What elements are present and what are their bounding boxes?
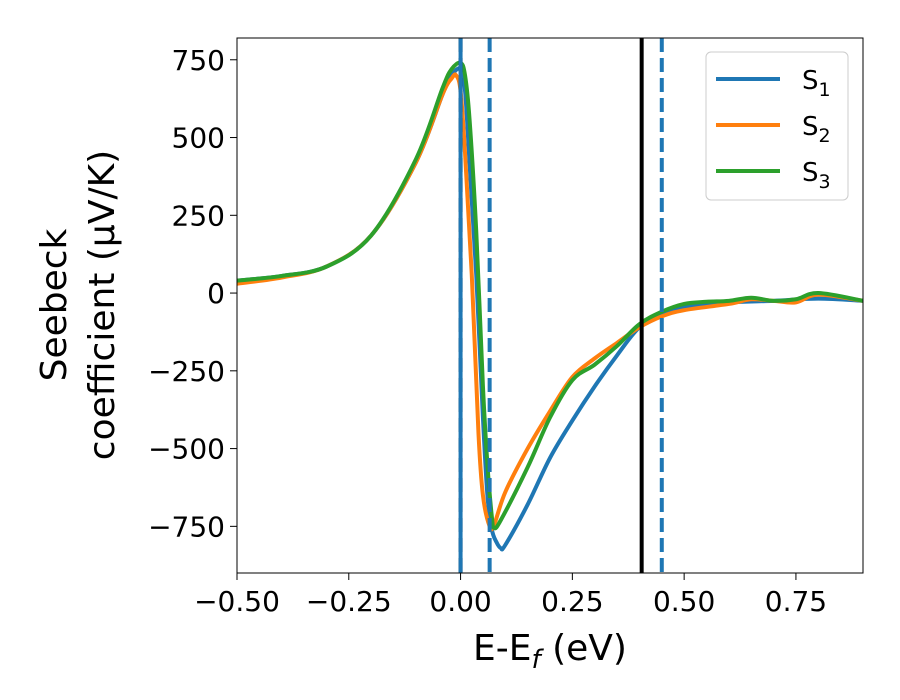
legend-label-s1: S1 xyxy=(802,66,831,101)
y-tick-label: 250 xyxy=(172,199,225,232)
legend-label-s2: S2 xyxy=(802,112,831,147)
x-tick-label: −0.25 xyxy=(306,585,392,618)
series-lines xyxy=(237,60,863,552)
y-tick-label: 0 xyxy=(207,277,225,310)
y-axis-ticks: 750 500 250 0 −250 −500 −750 xyxy=(148,44,237,543)
x-tick-label: 0.75 xyxy=(765,585,827,618)
legend: S1 S2 S3 xyxy=(705,51,849,201)
y-axis-title-line2: coefficient (μV/K) xyxy=(82,150,123,460)
x-axis-ticks: −0.50 −0.25 0.00 0.25 0.50 0.75 xyxy=(194,573,827,618)
y-tick-label: 500 xyxy=(172,122,225,155)
y-axis-title-line1: Seebeck xyxy=(34,228,75,381)
x-tick-label: 0.50 xyxy=(653,585,715,618)
y-axis-title: Seebeck coefficient (μV/K) xyxy=(34,150,123,460)
legend-label-s3: S3 xyxy=(802,158,831,193)
series-line-s3 xyxy=(237,60,863,531)
x-tick-label: 0.00 xyxy=(429,585,491,618)
reference-lines xyxy=(458,38,664,573)
y-tick-label: −500 xyxy=(148,433,225,466)
plot-frame xyxy=(236,37,864,574)
x-axis-title: E-Ef (eV) xyxy=(473,628,627,675)
y-tick-label: −750 xyxy=(148,510,225,543)
y-tick-label: −250 xyxy=(148,355,225,388)
x-tick-label: −0.50 xyxy=(194,585,280,618)
x-tick-label: 0.25 xyxy=(541,585,603,618)
y-tick-label: 750 xyxy=(172,44,225,77)
